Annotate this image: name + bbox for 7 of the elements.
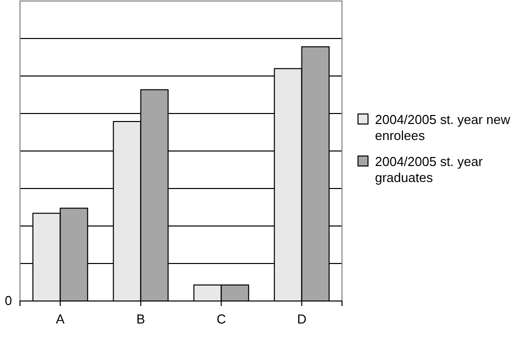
x-tick-label: B — [136, 311, 146, 326]
x-tick-label: A — [56, 311, 65, 326]
legend-label: 2004/2005 st. year new enrolees — [375, 112, 511, 143]
x-tick-label: C — [216, 311, 226, 326]
legend-label: 2004/2005 st. year graduates — [375, 154, 484, 185]
text: 0 — [4, 293, 12, 308]
x-tick-label: D — [297, 311, 306, 326]
